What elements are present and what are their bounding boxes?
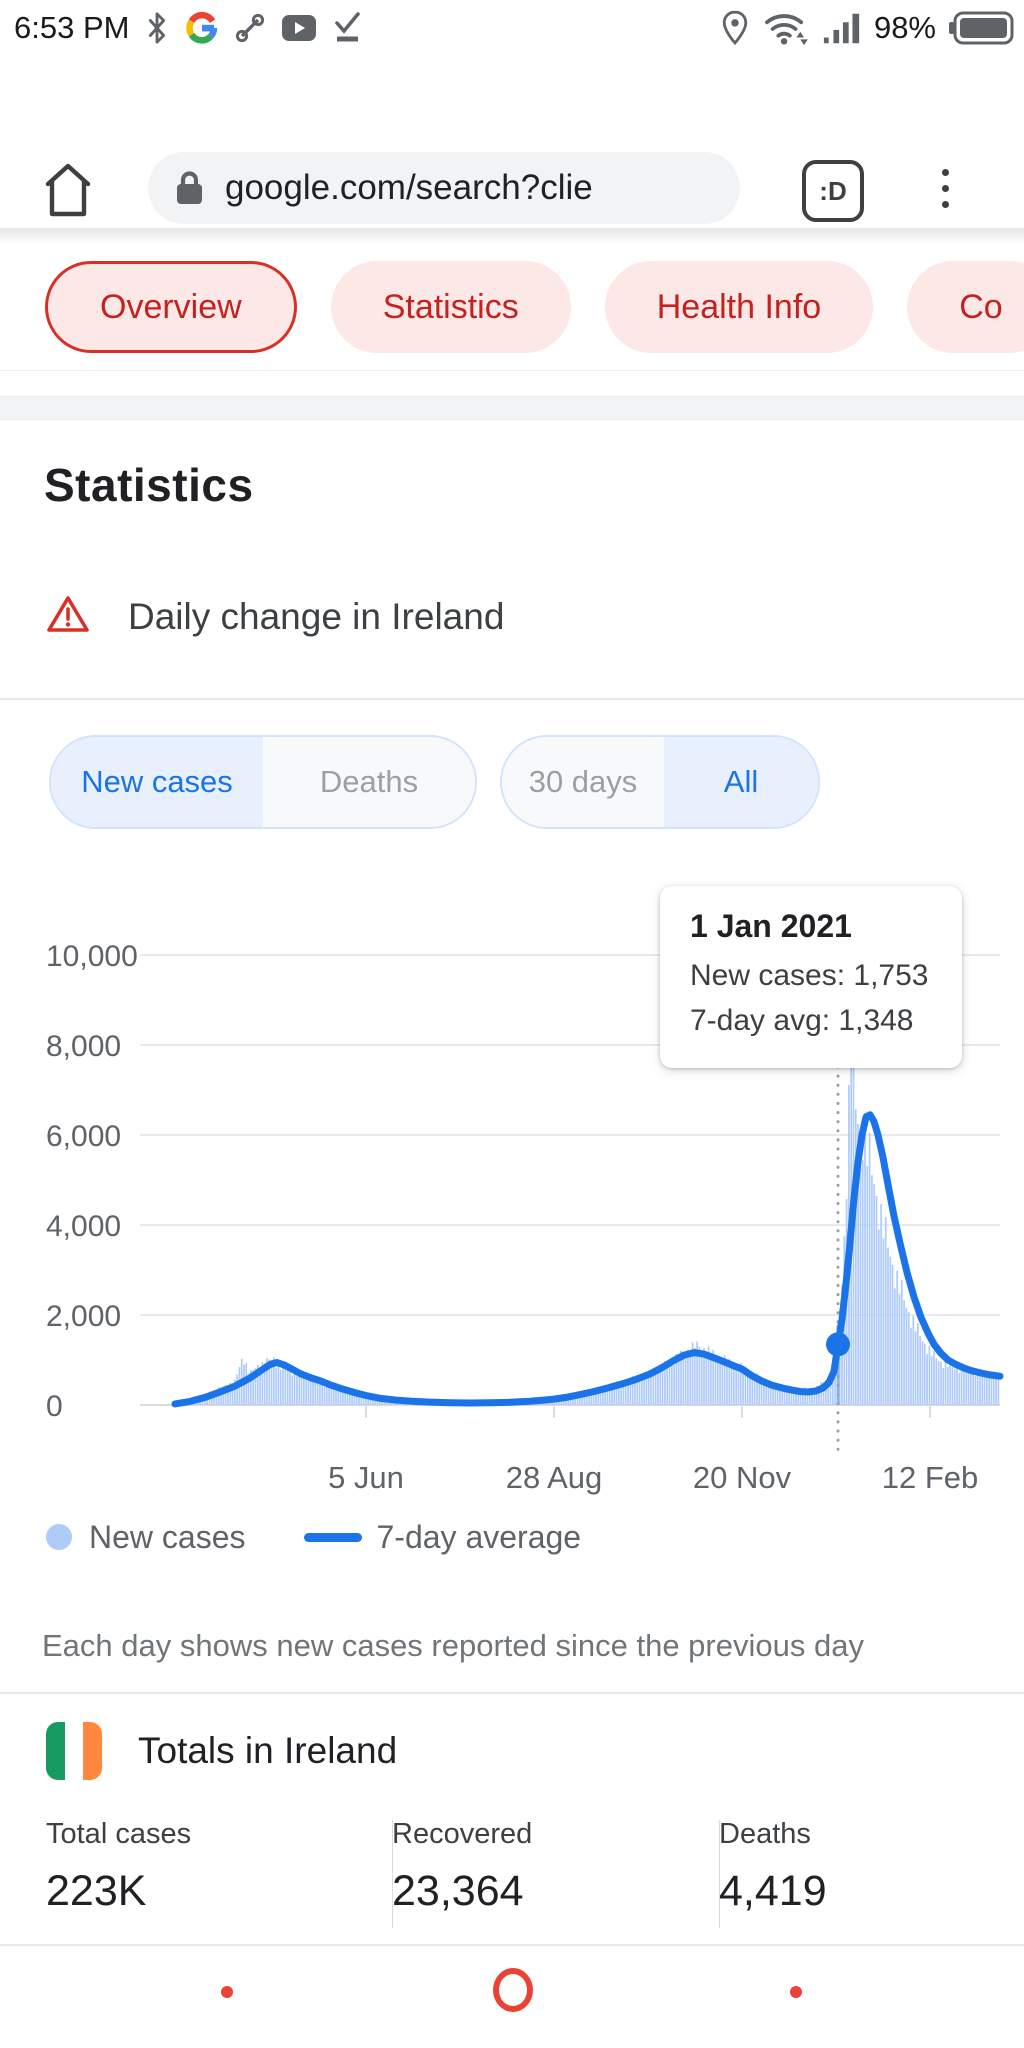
stat-recovered: Recovered 23,364 [346, 1818, 673, 1916]
battery-icon [948, 11, 1014, 45]
svg-text:2,000: 2,000 [46, 1300, 121, 1333]
stat-deaths: Deaths 4,419 [673, 1818, 978, 1916]
stat-total-cases: Total cases 223K [0, 1818, 346, 1916]
tab-chip-overview[interactable]: Overview [45, 261, 297, 353]
divider [0, 1692, 1024, 1694]
carousel-indicator [0, 1962, 1024, 2022]
bluetooth-icon [143, 8, 171, 48]
url-omnibox[interactable]: google.com/search?clie [148, 152, 740, 224]
svg-text:5 Jun: 5 Jun [328, 1460, 404, 1495]
carousel-dot[interactable] [790, 1986, 802, 1998]
section-separator [0, 396, 1024, 420]
totals-title: Totals in Ireland [138, 1730, 398, 1771]
chart-legend: New cases 7-day average [46, 1514, 581, 1560]
browser-menu-button[interactable] [930, 160, 960, 216]
chart-section-title: Daily change in Ireland [128, 595, 505, 637]
page-title: Statistics [44, 459, 254, 511]
google-g-icon [185, 11, 219, 45]
toggle-deaths[interactable]: Deaths [263, 737, 475, 827]
home-button[interactable] [40, 154, 96, 224]
tab-chip-statistics[interactable]: Statistics [330, 261, 571, 353]
svg-text:28 Aug: 28 Aug [506, 1460, 603, 1495]
divider [0, 698, 1024, 700]
wifi-icon [762, 9, 810, 47]
home-icon [45, 163, 91, 217]
warning-icon [46, 594, 90, 639]
tooltip-new-cases: New cases: 1,753 [690, 959, 929, 992]
download-check-icon [331, 11, 363, 45]
range-toggle: 30 days All [500, 735, 820, 829]
metric-toggle: New cases Deaths [49, 735, 477, 829]
signal-icon [822, 10, 862, 46]
stat-value: 23,364 [392, 1867, 524, 1915]
ireland-flag-icon [46, 1722, 102, 1780]
legend-average-label: 7-day average [376, 1518, 582, 1555]
column-divider [719, 1820, 720, 1928]
carousel-dot[interactable] [221, 1986, 233, 1998]
battery-percent: 98% [873, 10, 936, 45]
daily-change-chart[interactable]: 0 2,000 4,000 6,000 8,000 10,000 5 Jun 28 Aug 20… [0, 860, 1024, 1508]
toggle-all[interactable]: All [664, 737, 818, 827]
stat-label: Recovered [392, 1818, 533, 1850]
toggle-new-cases[interactable]: New cases [51, 737, 263, 827]
location-icon [720, 9, 750, 47]
toolbar-shadow [0, 228, 1024, 244]
legend-average-swatch [303, 1532, 362, 1542]
lock-icon [177, 171, 202, 204]
svg-text:4,000: 4,000 [46, 1210, 121, 1243]
legend-newcases-swatch [46, 1524, 72, 1550]
url-fade [700, 152, 740, 224]
url-text: google.com/search?clie [225, 168, 593, 207]
toggle-30-days[interactable]: 30 days [502, 737, 664, 827]
legend-newcases-label: New cases [89, 1518, 246, 1555]
tab-chip-health-info[interactable]: Health Info [604, 261, 874, 353]
totals-stats: Total cases 223K Recovered 23,364 Deaths 4,41… [0, 1818, 1024, 1916]
divider [0, 370, 1024, 371]
browser-toolbar: google.com/search?clie :D [0, 56, 1024, 228]
svg-text:6,000: 6,000 [46, 1120, 121, 1153]
tab-chip-co[interactable]: Co [907, 261, 1024, 353]
result-tabs: Overview Statistics Health Info Co [0, 244, 1024, 370]
svg-text:0: 0 [46, 1390, 63, 1423]
clock: 6:53 PM [14, 10, 130, 45]
stat-label: Total cases [46, 1818, 192, 1850]
youtube-icon [281, 13, 317, 43]
tooltip-avg: 7-day avg: 1,348 [690, 1004, 914, 1037]
svg-text:8,000: 8,000 [46, 1030, 121, 1063]
stat-value: 223K [46, 1867, 147, 1915]
stat-value: 4,419 [719, 1867, 827, 1915]
svg-text:10,000: 10,000 [46, 940, 138, 973]
status-bar: 6:53 PM [0, 0, 1024, 56]
svg-text:12 Feb: 12 Feb [882, 1460, 979, 1495]
dumbbell-icon [233, 11, 267, 45]
tab-switcher-button[interactable]: :D [802, 160, 864, 222]
tooltip-date: 1 Jan 2021 [690, 908, 852, 944]
svg-text:20 Nov: 20 Nov [693, 1460, 792, 1495]
carousel-dot-active[interactable] [493, 1968, 533, 2012]
stat-label: Deaths [719, 1818, 811, 1850]
column-divider [392, 1820, 393, 1928]
chart-footnote: Each day shows new cases reported since … [42, 1628, 864, 1663]
divider [0, 1944, 1024, 1946]
chart-tooltip: 1 Jan 2021 New cases: 1,753 7-day avg: 1… [660, 886, 962, 1068]
